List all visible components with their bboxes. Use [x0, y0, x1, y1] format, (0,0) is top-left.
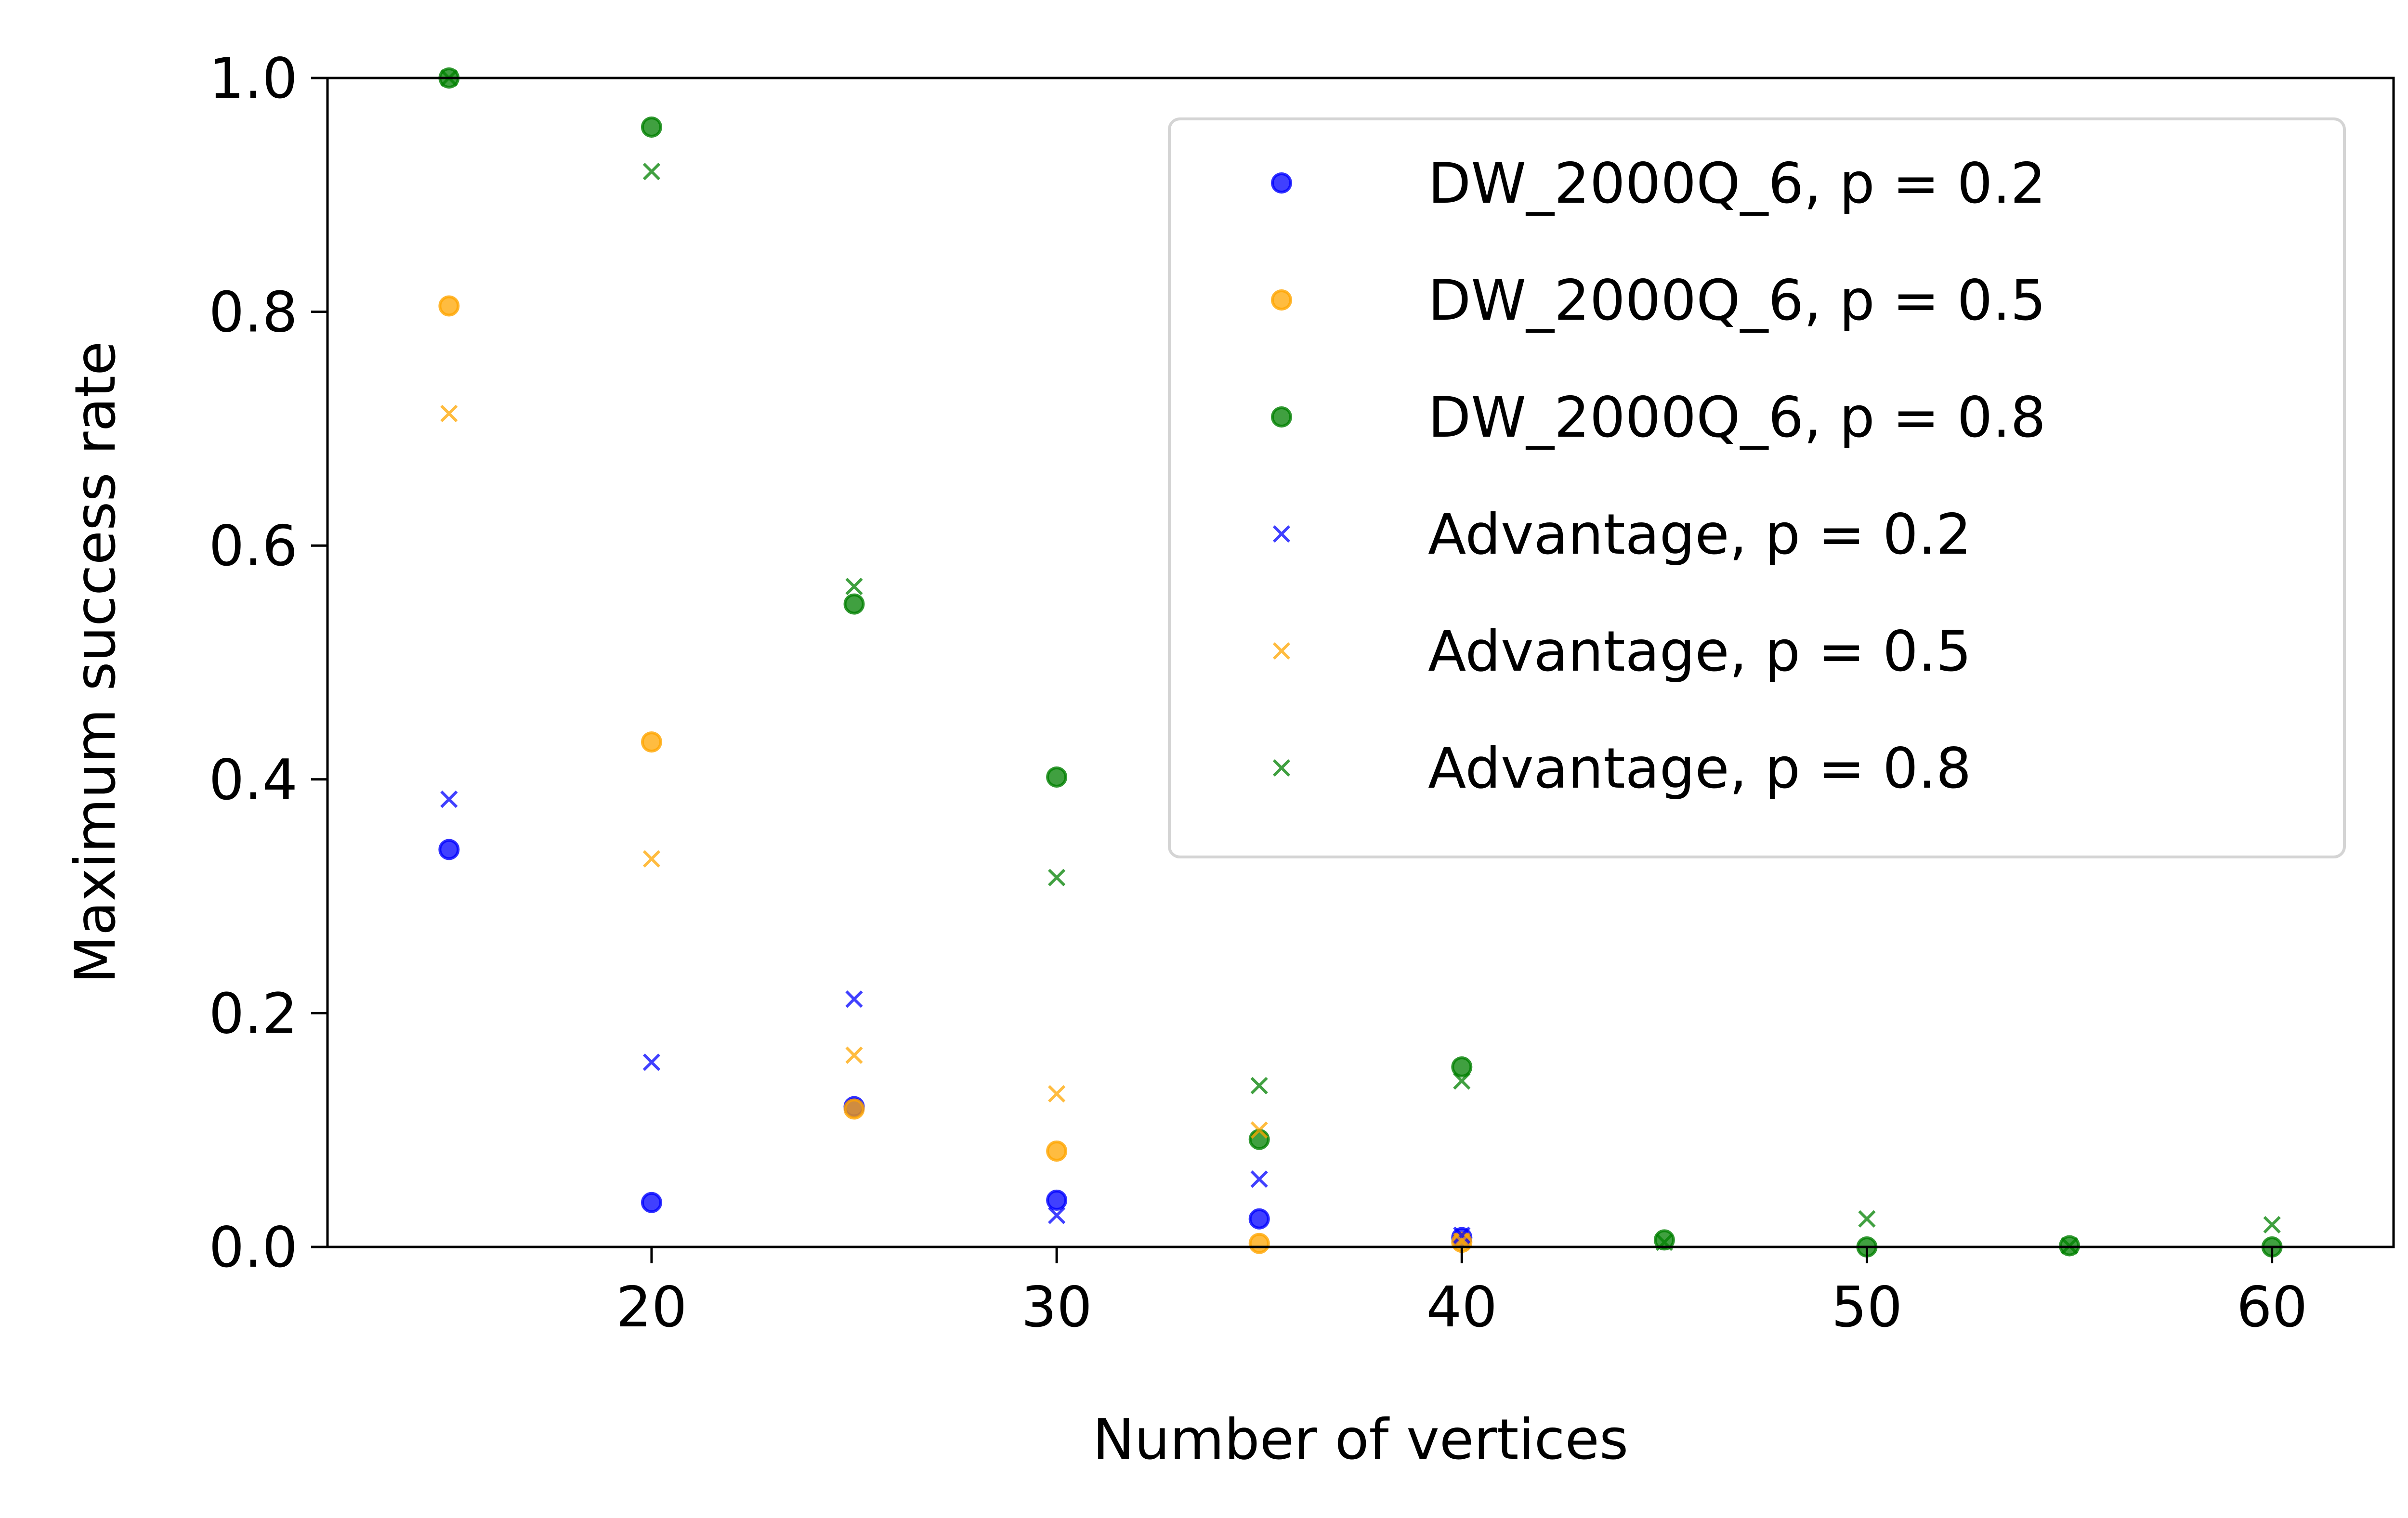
data-point-x	[1453, 1072, 1471, 1090]
data-point-x	[1047, 869, 1066, 886]
legend: DW_2000Q_6, p = 0.2 DW_2000Q_6, p = 0.5 DW…	[1168, 117, 2346, 858]
legend-marker	[1272, 759, 1291, 777]
legend-label: DW_2000Q_6, p = 0.2	[1428, 151, 2046, 216]
y-tick-label: 0.0	[209, 1215, 298, 1280]
data-point-circle	[843, 1098, 865, 1120]
data-point-circle	[1653, 1229, 1675, 1251]
legend-label: DW_2000Q_6, p = 0.5	[1428, 268, 2046, 333]
y-tick-label: 0.8	[209, 280, 298, 345]
x-tick-label: 40	[1426, 1275, 1497, 1340]
data-point-circle	[1248, 1129, 1270, 1150]
data-point-circle	[1046, 1189, 1068, 1211]
x-tick-label: 20	[616, 1275, 687, 1340]
data-point-circle	[438, 839, 460, 860]
y-tick-label: 0.4	[209, 748, 298, 813]
data-point-circle	[438, 295, 460, 317]
data-point-x	[1858, 1210, 1876, 1228]
legend-label: Advantage, p = 0.2	[1428, 502, 1972, 567]
y-tick-label: 1.0	[209, 46, 298, 111]
data-point-x	[2263, 1216, 2281, 1233]
data-point-x	[642, 1053, 661, 1071]
data-point-x	[845, 990, 863, 1008]
data-point-circle	[1046, 766, 1068, 788]
x-tick-label: 60	[2237, 1275, 2308, 1340]
plot-area-frame	[326, 77, 2395, 1248]
legend-marker	[1272, 525, 1291, 543]
legend-entry: Advantage, p = 0.2	[1272, 502, 1972, 567]
y-axis-label: Maximum success rate	[63, 341, 128, 984]
data-point-x	[642, 163, 661, 181]
data-point-x	[845, 578, 863, 596]
data-point-circle	[641, 116, 662, 138]
data-point-circle	[1248, 1233, 1270, 1254]
legend-label: Advantage, p = 0.5	[1428, 619, 1972, 684]
x-axis: 20 30 40 50 60	[616, 1247, 2307, 1340]
legend-label: DW_2000Q_6, p = 0.8	[1428, 385, 2046, 450]
data-point-x	[440, 790, 458, 808]
legend-marker	[1271, 289, 1292, 311]
x-tick-label: 30	[1021, 1275, 1092, 1340]
data-point-x	[1047, 1085, 1066, 1103]
x-axis-label: Number of vertices	[1093, 1407, 1629, 1472]
data-point-x	[642, 850, 661, 868]
data-point-circle	[1451, 1056, 1473, 1078]
legend-entry: DW_2000Q_6, p = 0.8	[1271, 385, 2046, 450]
legend-marker	[1272, 642, 1291, 660]
data-point-x	[440, 404, 458, 422]
legend-box	[1168, 117, 2346, 858]
data-point-x	[1250, 1121, 1268, 1139]
data-point-circle	[1046, 1140, 1068, 1162]
y-tick-label: 0.6	[209, 514, 298, 579]
legend-marker	[1271, 172, 1292, 194]
legend-entry: DW_2000Q_6, p = 0.2	[1271, 151, 2046, 216]
data-point-x	[845, 1046, 863, 1064]
data-point-x	[1453, 1226, 1471, 1244]
data-point-circle	[843, 593, 865, 615]
data-point-x	[1047, 1207, 1066, 1224]
data-point-circle	[641, 731, 662, 753]
y-tick-label: 0.2	[209, 981, 298, 1046]
legend-label: Advantage, p = 0.8	[1428, 736, 1972, 801]
data-point-circle	[641, 1192, 662, 1213]
legend-marker	[1271, 406, 1292, 428]
y-axis: 0.0 0.2 0.4 0.6 0.8 1.0	[209, 46, 327, 1280]
data-point-x	[1250, 1077, 1268, 1095]
legend-entry: Advantage, p = 0.8	[1272, 736, 1972, 801]
x-tick-label: 50	[1832, 1275, 1903, 1340]
legend-entry: DW_2000Q_6, p = 0.5	[1271, 268, 2046, 333]
data-point-x	[1250, 1170, 1268, 1188]
data-point-circle	[1248, 1208, 1270, 1230]
series-3	[440, 790, 1471, 1244]
legend-entry: Advantage, p = 0.5	[1272, 619, 1972, 684]
